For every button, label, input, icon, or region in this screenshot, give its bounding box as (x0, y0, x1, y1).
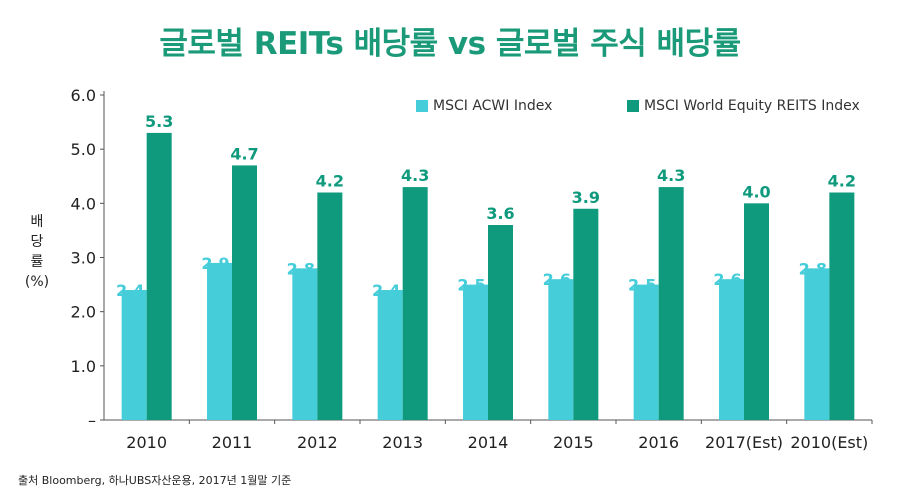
data-label-acwi: 2.5 (628, 276, 656, 295)
bar-reits (402, 187, 428, 420)
bar-reits (146, 132, 172, 420)
x-tick-label: 2010(Est) (790, 433, 868, 452)
source-note: 출처 Bloomberg, 하나UBS자산운용, 2017년 1월말 기준 (18, 474, 292, 487)
bar-acwi (207, 262, 232, 420)
data-label-acwi: 2.6 (543, 270, 571, 289)
bar-acwi (548, 279, 574, 420)
y-tick-label: 2.0 (71, 303, 96, 322)
x-tick-label: 2015 (553, 433, 594, 452)
data-label-acwi: 2.9 (201, 254, 229, 273)
data-label-reits: 4.2 (316, 172, 344, 191)
data-label-reits: 3.9 (572, 188, 600, 207)
y-tick-label: 3.0 (71, 249, 96, 268)
legend-label-reits: MSCI World Equity REITS Index (644, 98, 860, 114)
data-label-acwi: 2.4 (116, 281, 144, 300)
y-tick-label: 6.0 (71, 86, 96, 105)
x-tick-label: 2014 (468, 433, 509, 452)
x-tick-label: 2017(Est) (705, 433, 783, 452)
data-label-reits: 3.6 (486, 204, 514, 223)
x-tick-label: 2012 (297, 433, 338, 452)
data-label-reits: 4.3 (401, 166, 429, 185)
legend-item-acwi: MSCI ACWI Index (416, 98, 552, 114)
y-axis-label-line: (%) (24, 274, 50, 290)
y-tick-label: – (88, 411, 96, 430)
y-axis-label-line: 당 (30, 234, 44, 250)
y-tick-label: 1.0 (71, 357, 96, 376)
legend-swatch-reits (627, 100, 639, 112)
y-tick-label: 5.0 (71, 140, 96, 159)
data-label-reits: 4.0 (742, 182, 770, 201)
bar-reits (744, 203, 769, 420)
bar-acwi (292, 268, 318, 420)
chart-title: 글로벌 REITs 배당률 vs 글로벌 주식 배당률 (159, 26, 741, 62)
data-label-acwi: 2.8 (799, 259, 827, 278)
data-label-acwi: 2.6 (713, 270, 741, 289)
bar-reits (317, 192, 343, 420)
bar-reits (488, 225, 513, 420)
y-tick-label: 4.0 (71, 194, 96, 213)
data-label-acwi: 2.5 (457, 276, 485, 295)
bar-acwi (719, 279, 744, 420)
y-axis-label-line: 률 (30, 254, 44, 270)
data-label-reits: 4.7 (230, 144, 258, 163)
bar-acwi (804, 268, 830, 420)
bar-acwi (633, 284, 659, 420)
x-tick-label: 2013 (382, 433, 423, 452)
data-label-reits: 4.2 (828, 172, 856, 191)
data-label-acwi: 2.8 (287, 259, 315, 278)
data-label-acwi: 2.4 (372, 281, 400, 300)
y-axis-label-line: 배 (30, 214, 44, 230)
legend-item-reits: MSCI World Equity REITS Index (627, 98, 860, 114)
bar-acwi (121, 290, 147, 420)
bar-reits (573, 208, 599, 420)
bar-acwi (377, 290, 403, 420)
x-tick-label: 2016 (638, 433, 679, 452)
x-tick-label: 2010 (126, 433, 167, 452)
y-axis-label: 배 당 률 (%) (22, 212, 52, 292)
bar-reits (829, 192, 855, 420)
legend-label-acwi: MSCI ACWI Index (433, 98, 553, 114)
bar-reits (658, 187, 684, 420)
data-label-reits: 5.3 (145, 112, 173, 131)
bar-reits (232, 165, 257, 420)
bar-acwi (463, 284, 488, 420)
data-label-reits: 4.3 (657, 166, 685, 185)
x-tick-label: 2011 (212, 433, 253, 452)
legend-swatch-acwi (416, 100, 428, 112)
